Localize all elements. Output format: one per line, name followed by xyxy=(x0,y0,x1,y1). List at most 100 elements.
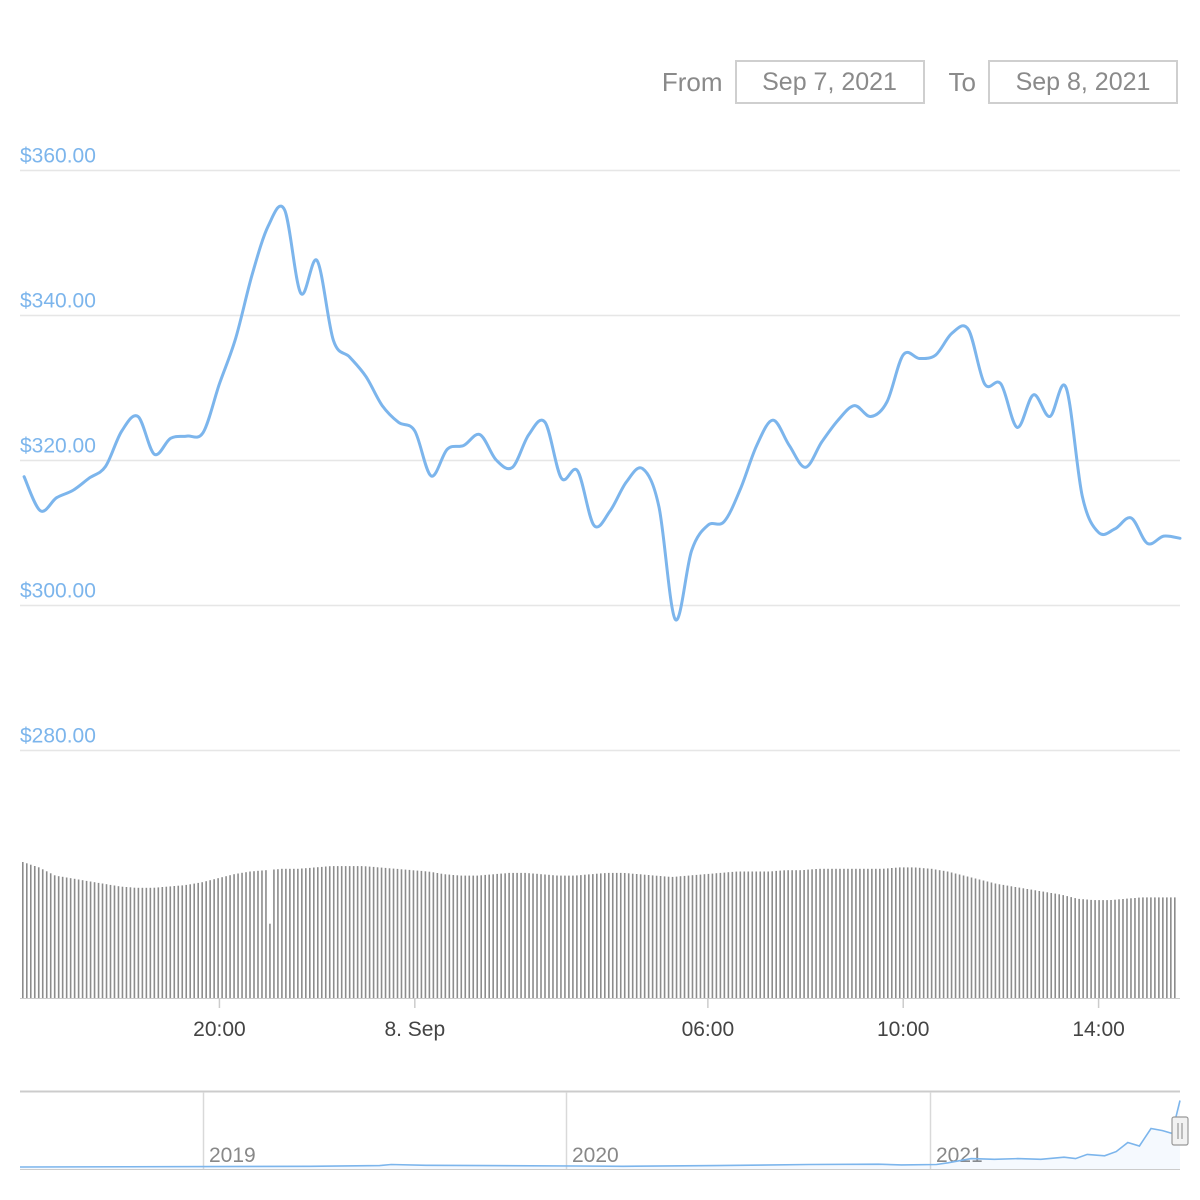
volume-bar xyxy=(871,868,873,998)
volume-bar xyxy=(990,882,993,998)
volume-bar xyxy=(89,881,92,998)
volume-bar xyxy=(201,882,203,998)
volume-bar xyxy=(548,874,550,998)
volume-bar xyxy=(592,874,594,998)
volume-bar xyxy=(1114,899,1116,998)
volume-bar xyxy=(835,868,837,998)
volume-bar xyxy=(340,866,343,998)
volume-bar xyxy=(297,868,299,998)
volume-bar xyxy=(241,872,243,998)
volume-bar xyxy=(53,875,56,998)
volume-bar xyxy=(843,868,845,998)
volume-bar xyxy=(1122,899,1124,998)
volume-bar xyxy=(328,866,331,998)
volume-bar xyxy=(584,874,586,998)
volume-bar xyxy=(157,887,160,998)
volume-bar xyxy=(564,875,566,998)
volume-bar xyxy=(352,866,355,998)
volume-bar xyxy=(376,867,379,998)
volume-bar xyxy=(117,886,120,998)
volume-bar xyxy=(269,923,271,998)
volume-bar xyxy=(25,863,28,998)
volume-bar xyxy=(1002,884,1005,998)
volume-bar xyxy=(767,871,770,998)
volume-bar xyxy=(747,871,750,998)
volume-bar xyxy=(627,873,630,998)
volume-bar xyxy=(81,880,84,998)
volume-bar xyxy=(105,884,108,998)
volume-bar xyxy=(839,868,841,998)
navigator-right-handle[interactable] xyxy=(1171,1116,1189,1146)
navigator[interactable]: 2019 2020 2021 xyxy=(19,1090,1189,1171)
volume-bar xyxy=(500,873,502,998)
volume-bar xyxy=(524,872,526,998)
volume-bar xyxy=(1006,885,1009,998)
from-date-input[interactable] xyxy=(734,60,925,104)
volume-bar xyxy=(265,870,267,998)
volume-bar xyxy=(942,870,945,998)
volume-bar xyxy=(647,875,650,998)
y-tick-label: $320.00 xyxy=(20,435,96,458)
volume-bar xyxy=(651,875,654,998)
volume-bar xyxy=(133,887,136,998)
volume-bar xyxy=(607,872,610,998)
volume-bar xyxy=(512,872,514,998)
volume-bar xyxy=(687,875,690,998)
volume-bar xyxy=(221,877,223,998)
volume-bar xyxy=(372,866,375,998)
volume-bar xyxy=(277,869,279,998)
volume-bar xyxy=(663,876,666,998)
volume-bar xyxy=(293,868,295,998)
volume-bar xyxy=(69,878,72,998)
volume-bar xyxy=(910,867,913,998)
to-date-input[interactable] xyxy=(988,60,1178,104)
volume-bar xyxy=(763,871,766,998)
volume-bar xyxy=(93,882,96,998)
volume-bar xyxy=(827,868,829,998)
volume-bar xyxy=(305,868,307,998)
volume-bar xyxy=(883,868,885,998)
volume-bar xyxy=(966,876,969,998)
volume-bar xyxy=(261,870,263,998)
volume-bar xyxy=(974,878,977,998)
volume-bar xyxy=(560,875,562,998)
volume-bar xyxy=(855,868,857,998)
volume-bar xyxy=(902,867,905,998)
volume-bar xyxy=(344,866,347,998)
volume-bar xyxy=(1158,897,1160,998)
volume-bar xyxy=(894,867,897,998)
volume-bar xyxy=(619,872,622,998)
volume-bar xyxy=(1118,899,1120,998)
volume-bar xyxy=(699,874,702,998)
volume-bar xyxy=(1126,898,1128,998)
volume-bar xyxy=(1070,897,1072,998)
volume-bar xyxy=(914,867,917,998)
x-tick-label: 06:00 xyxy=(682,1018,735,1041)
volume-bar xyxy=(448,874,451,998)
volume-bar xyxy=(356,866,359,998)
volume-bar xyxy=(898,867,901,998)
volume-bar xyxy=(197,882,199,998)
volume-bar xyxy=(1094,900,1096,998)
x-tick-label: 10:00 xyxy=(877,1018,930,1041)
volume-bar xyxy=(380,867,383,998)
volume-bar xyxy=(189,884,192,998)
volume-bar xyxy=(253,871,255,998)
volume-bar xyxy=(193,883,196,998)
volume-bar xyxy=(930,868,933,998)
volume-bar xyxy=(177,885,180,998)
volume-bar xyxy=(320,866,323,998)
volume-bar xyxy=(922,868,925,998)
volume-bar xyxy=(400,869,403,998)
volume-bar xyxy=(1034,890,1037,998)
volume-bar xyxy=(675,876,678,998)
volume-bar xyxy=(1166,897,1168,998)
volume-bar xyxy=(727,872,730,998)
volume-bar xyxy=(787,870,789,998)
volume-bar xyxy=(950,872,953,998)
volume-bar xyxy=(496,873,498,998)
volume-bar xyxy=(97,882,100,998)
volume-bar xyxy=(484,874,486,998)
volume-bar xyxy=(396,868,399,998)
